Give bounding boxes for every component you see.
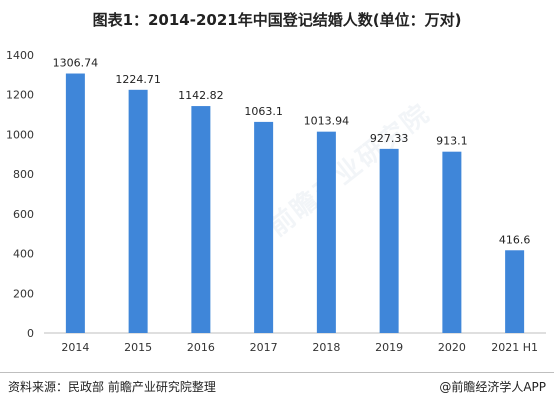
bar bbox=[442, 151, 462, 333]
data-label: 1013.94 bbox=[304, 115, 350, 128]
bar bbox=[505, 250, 525, 333]
data-label: 1306.74 bbox=[53, 57, 99, 70]
bar bbox=[65, 73, 85, 333]
y-tick-label: 400 bbox=[13, 248, 34, 261]
data-label: 1142.82 bbox=[178, 89, 224, 102]
data-label: 1224.71 bbox=[115, 73, 161, 86]
bar-chart: 0 200 400 600 800 1000 1200 1400 1306.74 1224.71… bbox=[6, 49, 546, 354]
y-tick-label: 200 bbox=[13, 287, 34, 300]
y-tick-label: 1200 bbox=[6, 89, 34, 102]
y-tick-label: 1000 bbox=[6, 128, 34, 141]
data-label: 1063.1 bbox=[244, 105, 283, 118]
x-tick-label: 2014 bbox=[61, 341, 89, 354]
x-tick-label: 2017 bbox=[250, 341, 278, 354]
x-tick-label: 2020 bbox=[438, 341, 466, 354]
bar bbox=[316, 131, 336, 333]
y-tick-label: 1400 bbox=[6, 49, 34, 62]
y-tick-label: 0 bbox=[27, 327, 34, 340]
y-tick-label: 600 bbox=[13, 208, 34, 221]
x-tick-label: 2015 bbox=[124, 341, 152, 354]
source-note: 资料来源：民政部 前瞻产业研究院整理 bbox=[8, 380, 216, 394]
data-label: 927.33 bbox=[370, 132, 409, 145]
bar bbox=[254, 121, 274, 333]
x-tick-label: 2016 bbox=[187, 341, 215, 354]
bar bbox=[191, 106, 211, 333]
chart-title: 图表1：2014-2021年中国登记结婚人数(单位：万对) bbox=[92, 11, 462, 29]
bar bbox=[379, 148, 399, 333]
bars bbox=[65, 73, 525, 333]
y-axis-ticks: 0 200 400 600 800 1000 1200 1400 bbox=[6, 49, 34, 340]
bar bbox=[128, 89, 148, 333]
data-label: 913.1 bbox=[436, 135, 468, 148]
credit-note: @前瞻经济学人APP bbox=[439, 380, 546, 394]
data-labels: 1306.74 1224.71 1142.82 1063.1 1013.94 927.33… bbox=[53, 57, 531, 247]
y-tick-label: 800 bbox=[13, 168, 34, 181]
footer: 资料来源：民政部 前瞻产业研究院整理 @前瞻经济学人APP bbox=[0, 372, 554, 397]
x-tick-label: 2018 bbox=[312, 341, 340, 354]
x-tick-label: 2019 bbox=[375, 341, 403, 354]
x-axis-ticks: 2014 2015 2016 2017 2018 2019 2020 2021 H1 bbox=[61, 341, 538, 354]
x-tick-label: 2021 H1 bbox=[491, 341, 538, 354]
data-label: 416.6 bbox=[499, 233, 531, 246]
